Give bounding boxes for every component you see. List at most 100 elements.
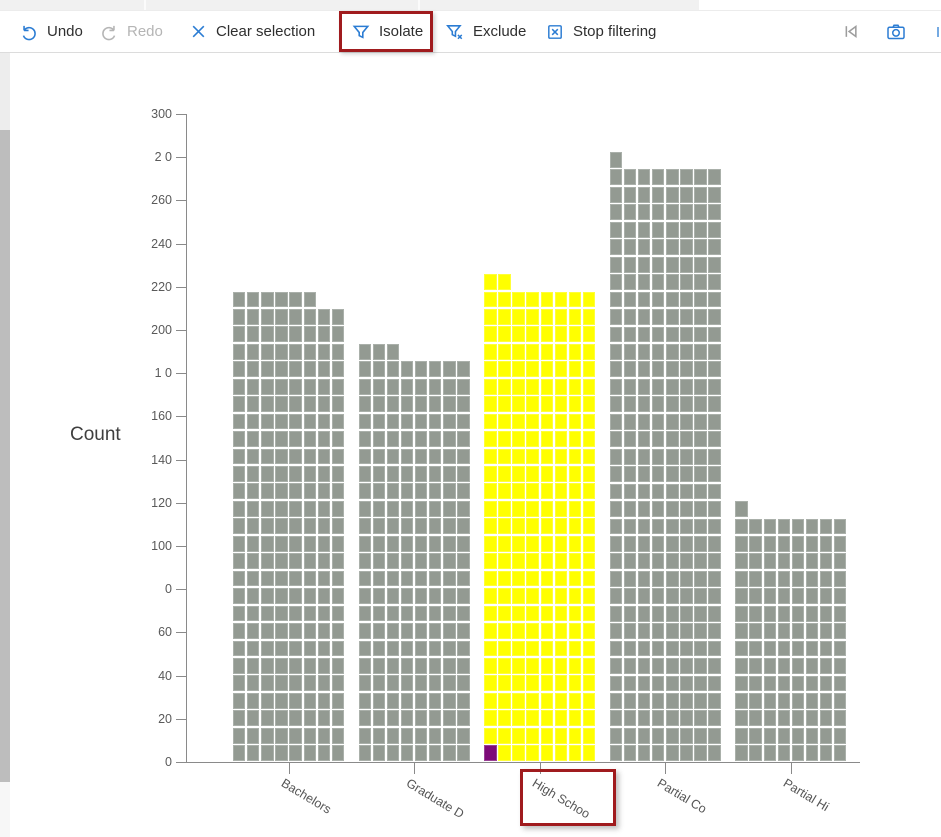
unit-square[interactable] <box>735 745 748 762</box>
scrollbar-thumb[interactable] <box>0 130 10 782</box>
unit-square[interactable] <box>372 710 386 727</box>
unit-square[interactable] <box>554 518 568 535</box>
unit-square[interactable] <box>623 396 637 413</box>
unit-square[interactable] <box>358 710 371 727</box>
unit-square[interactable] <box>484 500 497 517</box>
unit-square[interactable] <box>694 483 707 500</box>
unit-square[interactable] <box>694 291 707 308</box>
unit-square[interactable] <box>498 692 511 709</box>
unit-square[interactable] <box>247 466 260 482</box>
unit-square[interactable] <box>652 745 665 762</box>
unit-square[interactable] <box>526 588 539 604</box>
unit-square[interactable] <box>498 274 511 290</box>
unit-square[interactable] <box>805 745 819 762</box>
unit-square[interactable] <box>680 518 693 535</box>
unit-square[interactable] <box>275 466 288 482</box>
unit-square[interactable] <box>484 518 497 535</box>
unit-square[interactable] <box>429 605 442 622</box>
unit-square[interactable] <box>233 431 246 447</box>
unit-square[interactable] <box>303 692 316 709</box>
unit-square[interactable] <box>554 308 568 325</box>
unit-square[interactable] <box>652 431 665 447</box>
unit-square[interactable] <box>247 640 260 657</box>
unit-square[interactable] <box>429 500 442 517</box>
unit-square[interactable] <box>609 221 623 238</box>
unit-square[interactable] <box>400 710 414 727</box>
unit-square[interactable] <box>791 658 805 674</box>
unit-square[interactable] <box>623 413 637 430</box>
unit-square[interactable] <box>498 396 511 412</box>
unit-square[interactable] <box>694 466 707 482</box>
unit-square[interactable] <box>498 378 511 395</box>
unit-square[interactable] <box>429 570 442 587</box>
unit-square[interactable] <box>261 343 274 360</box>
unit-square[interactable] <box>289 657 302 674</box>
unit-square[interactable] <box>526 518 539 535</box>
unit-square[interactable] <box>512 623 525 639</box>
unit-square[interactable] <box>540 431 553 447</box>
unit-square[interactable] <box>289 431 302 447</box>
unit-square[interactable] <box>735 588 748 605</box>
unit-square[interactable] <box>261 623 274 639</box>
unit-square[interactable] <box>512 710 525 727</box>
unit-square[interactable] <box>554 623 568 639</box>
unit-square[interactable] <box>247 710 260 727</box>
unit-square[interactable] <box>247 553 260 570</box>
unit-square[interactable] <box>680 675 693 692</box>
unit-square[interactable] <box>652 169 665 186</box>
unit-square[interactable] <box>233 466 246 482</box>
unit-square[interactable] <box>666 274 679 290</box>
unit-square[interactable] <box>694 256 707 273</box>
unit-square[interactable] <box>763 675 776 692</box>
unit-square[interactable] <box>609 640 623 657</box>
unit-square[interactable] <box>331 448 345 465</box>
unit-square[interactable] <box>791 623 805 639</box>
unit-square[interactable] <box>457 605 470 622</box>
unit-square[interactable] <box>637 309 651 325</box>
unit-square[interactable] <box>457 396 470 412</box>
unit-square[interactable] <box>708 291 721 308</box>
unit-square[interactable] <box>331 378 345 395</box>
unit-square[interactable] <box>623 693 637 709</box>
unit-square[interactable] <box>540 745 553 761</box>
unit-square[interactable] <box>749 727 762 744</box>
unit-square[interactable] <box>484 343 497 360</box>
unit-square[interactable] <box>637 605 651 622</box>
unit-square[interactable] <box>512 553 525 570</box>
unit-square[interactable] <box>735 658 748 674</box>
unit-square[interactable] <box>400 396 414 412</box>
unit-square[interactable] <box>526 605 539 622</box>
unit-square[interactable] <box>609 274 623 290</box>
unit-square[interactable] <box>484 553 497 570</box>
unit-square[interactable] <box>443 692 456 709</box>
unit-square[interactable] <box>791 745 805 762</box>
unit-square[interactable] <box>526 483 539 500</box>
unit-square[interactable] <box>540 692 553 709</box>
unit-square[interactable] <box>819 623 833 639</box>
skip-to-start-button[interactable] <box>841 11 860 52</box>
unit-square[interactable] <box>666 727 679 744</box>
unit-square[interactable] <box>637 483 651 500</box>
unit-square[interactable] <box>819 710 833 727</box>
unit-square[interactable] <box>289 640 302 657</box>
unit-square[interactable] <box>763 658 776 674</box>
unit-square[interactable] <box>512 343 525 360</box>
unit-square[interactable] <box>498 535 511 552</box>
unit-square[interactable] <box>303 308 316 325</box>
unit-square[interactable] <box>303 605 316 622</box>
unit-square[interactable] <box>526 710 539 727</box>
unit-square[interactable] <box>652 518 665 535</box>
unit-square[interactable] <box>247 448 260 465</box>
unit-square[interactable] <box>289 308 302 325</box>
unit-square[interactable] <box>372 692 386 709</box>
unit-square[interactable] <box>582 605 596 622</box>
unit-square[interactable] <box>443 710 456 727</box>
unit-square[interactable] <box>680 291 693 308</box>
unit-square[interactable] <box>386 588 400 604</box>
unit-square[interactable] <box>386 675 400 692</box>
unit-square[interactable] <box>708 570 721 587</box>
unit-square[interactable] <box>247 675 260 692</box>
unit-square[interactable] <box>582 657 596 674</box>
unit-square[interactable] <box>429 431 442 447</box>
unit-square[interactable] <box>609 675 623 692</box>
